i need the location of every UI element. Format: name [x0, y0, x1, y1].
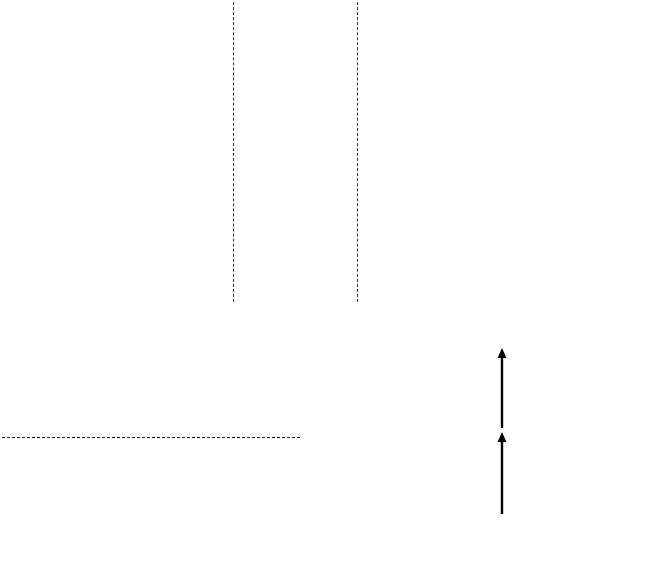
panel-a-col2-plot [136, 16, 228, 300]
panel-g-colorbar [620, 338, 630, 514]
separator-bc [357, 2, 358, 302]
discharge-arrow [497, 432, 507, 514]
separator-ab [233, 2, 234, 302]
panel-f-plot [324, 340, 474, 526]
panel-c-col2-plot [494, 16, 604, 300]
panel-e-plot [34, 441, 294, 561]
panel-a-col1-plot [38, 16, 130, 300]
charge-arrow [497, 348, 507, 428]
separator-de [2, 437, 300, 438]
panel-b-plot [248, 16, 352, 300]
panel-c-row-labels [608, 16, 650, 288]
panel-d-plot [34, 330, 294, 434]
panel-c-col1-plot [374, 16, 484, 300]
panel-g-plot [510, 338, 616, 526]
